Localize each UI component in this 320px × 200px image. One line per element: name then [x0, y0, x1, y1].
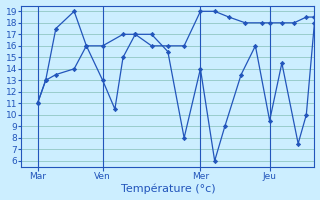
X-axis label: Température (°c): Température (°c) [121, 184, 215, 194]
